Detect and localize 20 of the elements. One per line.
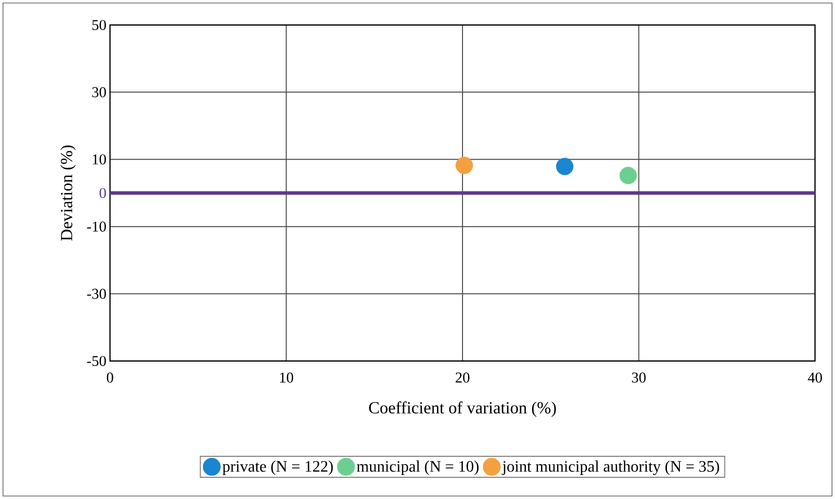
y-tick-label: -10 — [87, 222, 106, 232]
point — [556, 158, 574, 176]
x-axis-title: Coefficient of variation (%) — [369, 401, 556, 417]
y-axis-title: Deviation (%) — [60, 146, 76, 241]
y-tick-label: -30 — [87, 288, 106, 299]
point — [456, 156, 473, 174]
y-tick-label: 30 — [92, 87, 106, 98]
x-tick-label: 40 — [808, 372, 822, 383]
x-tick-label: 20 — [456, 372, 470, 383]
x-tick-label: 0 — [106, 372, 114, 383]
y-tick-label: 50 — [92, 20, 106, 30]
point — [619, 166, 637, 184]
x-tick-label: 10 — [280, 372, 294, 383]
legend-label: private (N = 122) — [222, 460, 333, 475]
x-tick-label: 30 — [632, 372, 646, 383]
legend-label: joint municipal authority (N = 35) — [502, 460, 720, 476]
y-tick-label: 10 — [92, 154, 106, 164]
ref-line-label: 0 — [100, 188, 106, 198]
y-tick-label: -50 — [87, 356, 106, 366]
legend-label: municipal (N = 10) — [356, 460, 479, 475]
